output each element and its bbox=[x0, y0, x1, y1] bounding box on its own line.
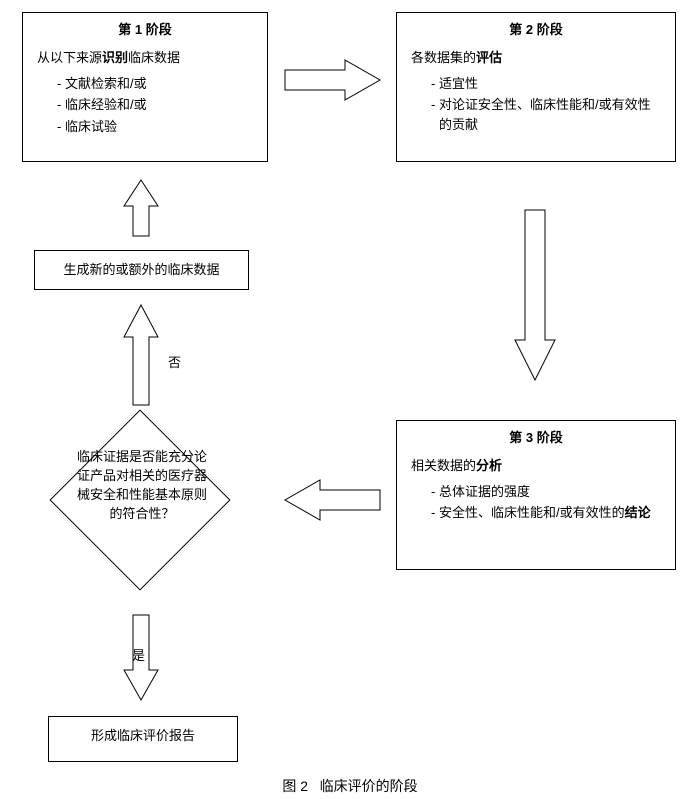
label-yes: 是 bbox=[132, 645, 145, 664]
stage2-lead-pre: 各数据集的 bbox=[411, 50, 476, 65]
stage3-item-text: 总体证据的强度 bbox=[439, 484, 530, 499]
caption-text: 临床评价的阶段 bbox=[320, 778, 418, 794]
stage3-lead-bold: 分析 bbox=[476, 458, 502, 473]
stage1-lead-post: 临床数据 bbox=[128, 50, 180, 65]
stage3-box: 第 3 阶段 相关数据的分析 总体证据的强度 安全性、临床性能和/或有效性的结论 bbox=[396, 420, 676, 570]
stage2-box: 第 2 阶段 各数据集的评估 适宜性 对论证安全性、临床性能和/或有效性的贡献 bbox=[396, 12, 676, 162]
stage2-body: 各数据集的评估 适宜性 对论证安全性、临床性能和/或有效性的贡献 bbox=[397, 48, 675, 144]
stage1-lead-pre: 从以下来源 bbox=[37, 50, 102, 65]
stage3-item: 安全性、临床性能和/或有效性的结论 bbox=[439, 503, 661, 523]
caption-label: 图 2 bbox=[282, 778, 308, 794]
arrow-right-icon bbox=[285, 60, 380, 100]
stage1-item: 文献检索和/或 bbox=[65, 74, 253, 94]
label-no: 否 bbox=[168, 352, 181, 371]
generate-data-box: 生成新的或额外的临床数据 bbox=[34, 250, 249, 290]
stage2-list: 适宜性 对论证安全性、临床性能和/或有效性的贡献 bbox=[411, 74, 661, 135]
stage1-lead-bold: 识别 bbox=[102, 50, 128, 65]
stage1-item: 临床试验 bbox=[65, 117, 253, 137]
arrow-down-icon bbox=[515, 210, 555, 380]
stage2-lead-bold: 评估 bbox=[476, 50, 502, 65]
stage3-item-text: 安全性、临床性能和/或有效性的 bbox=[439, 505, 625, 520]
flowchart-canvas: 第 1 阶段 从以下来源识别临床数据 文献检索和/或 临床经验和/或 临床试验 … bbox=[0, 0, 700, 799]
stage1-list: 文献检索和/或 临床经验和/或 临床试验 bbox=[37, 74, 253, 137]
stage2-item: 对论证安全性、临床性能和/或有效性的贡献 bbox=[439, 95, 661, 134]
stage3-lead-pre: 相关数据的 bbox=[411, 458, 476, 473]
arrow-up-icon bbox=[124, 180, 158, 236]
report-box: 形成临床评价报告 bbox=[48, 716, 238, 762]
stage3-item: 总体证据的强度 bbox=[439, 482, 661, 502]
stage1-title: 第 1 阶段 bbox=[23, 13, 267, 48]
decision-diamond: 临床证据是否能充分论证产品对相关的医疗器械安全和性能基本原则的符合性？ bbox=[50, 410, 230, 590]
stage1-body: 从以下来源识别临床数据 文献检索和/或 临床经验和/或 临床试验 bbox=[23, 48, 267, 146]
decision-text: 临床证据是否能充分论证产品对相关的医疗器械安全和性能基本原则的符合性？ bbox=[72, 448, 212, 523]
figure-caption: 图 2 临床评价的阶段 bbox=[0, 776, 700, 796]
stage3-list: 总体证据的强度 安全性、临床性能和/或有效性的结论 bbox=[411, 482, 661, 523]
stage3-item-bold: 结论 bbox=[625, 505, 651, 520]
arrow-up-icon bbox=[124, 305, 158, 405]
stage2-item: 适宜性 bbox=[439, 74, 661, 94]
arrow-left-icon bbox=[285, 480, 380, 520]
stage3-title: 第 3 阶段 bbox=[397, 421, 675, 456]
stage1-box: 第 1 阶段 从以下来源识别临床数据 文献检索和/或 临床经验和/或 临床试验 bbox=[22, 12, 268, 162]
generate-data-text: 生成新的或额外的临床数据 bbox=[63, 262, 219, 277]
stage1-item: 临床经验和/或 bbox=[65, 95, 253, 115]
report-text: 形成临床评价报告 bbox=[91, 728, 195, 743]
stage3-body: 相关数据的分析 总体证据的强度 安全性、临床性能和/或有效性的结论 bbox=[397, 456, 675, 533]
stage2-title: 第 2 阶段 bbox=[397, 13, 675, 48]
